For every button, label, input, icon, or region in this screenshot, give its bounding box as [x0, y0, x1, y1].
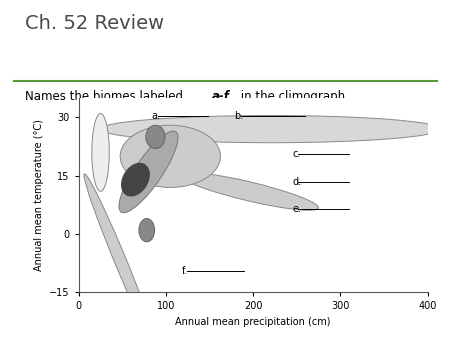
Text: a-f: a-f	[212, 90, 230, 102]
X-axis label: Annual mean precipitation (cm): Annual mean precipitation (cm)	[176, 317, 331, 327]
Text: f.: f.	[182, 266, 187, 276]
Text: e.: e.	[292, 204, 302, 214]
Ellipse shape	[146, 125, 165, 149]
Ellipse shape	[92, 114, 109, 191]
Text: Names the biomes labeled: Names the biomes labeled	[25, 90, 186, 102]
Y-axis label: Annual mean temperature (°C): Annual mean temperature (°C)	[34, 119, 44, 271]
Ellipse shape	[122, 163, 149, 196]
Ellipse shape	[119, 131, 178, 213]
Ellipse shape	[84, 174, 157, 338]
Ellipse shape	[139, 219, 155, 242]
Text: b.: b.	[234, 111, 243, 121]
Text: in the climograph.: in the climograph.	[237, 90, 349, 102]
Text: c.: c.	[292, 149, 301, 160]
Ellipse shape	[120, 125, 220, 187]
Text: a.: a.	[151, 111, 160, 121]
Text: Ch. 52 Review: Ch. 52 Review	[25, 14, 164, 32]
Ellipse shape	[100, 116, 441, 143]
Ellipse shape	[179, 172, 319, 210]
Text: d.: d.	[292, 176, 302, 187]
